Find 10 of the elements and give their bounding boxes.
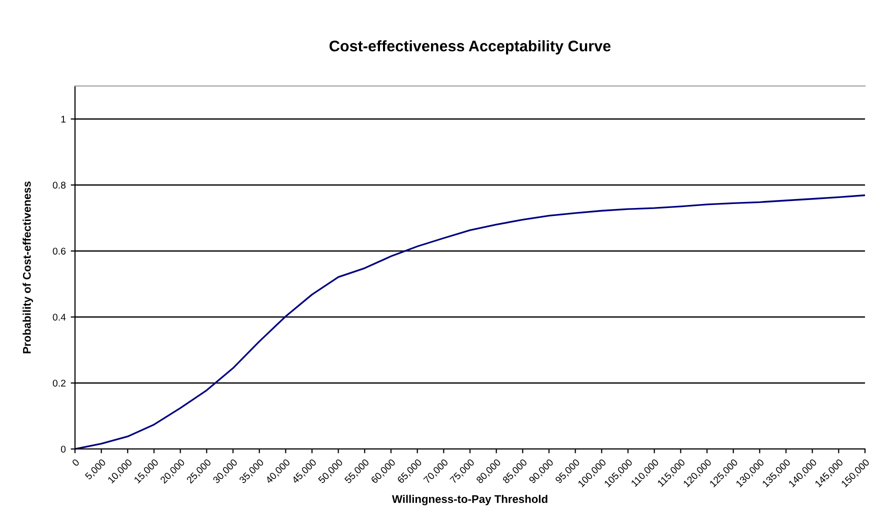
- y-tick-label: 0: [60, 446, 66, 453]
- chart-title: Cost-effectiveness Acceptability Curve: [330, 40, 611, 54]
- x-tick-label: 0: [72, 458, 80, 467]
- y-tick-label: 0.4: [52, 314, 66, 321]
- y-axis-title: Probability of Cost-effectiveness: [22, 182, 34, 354]
- x-axis-title: Willingness-to-Pay Threshold: [392, 494, 548, 506]
- y-tick-label: 1: [61, 116, 66, 123]
- y-tick-label: 0.8: [52, 182, 66, 189]
- y-tick-label: 0.6: [52, 248, 66, 255]
- y-tick-label: 0.2: [52, 380, 66, 387]
